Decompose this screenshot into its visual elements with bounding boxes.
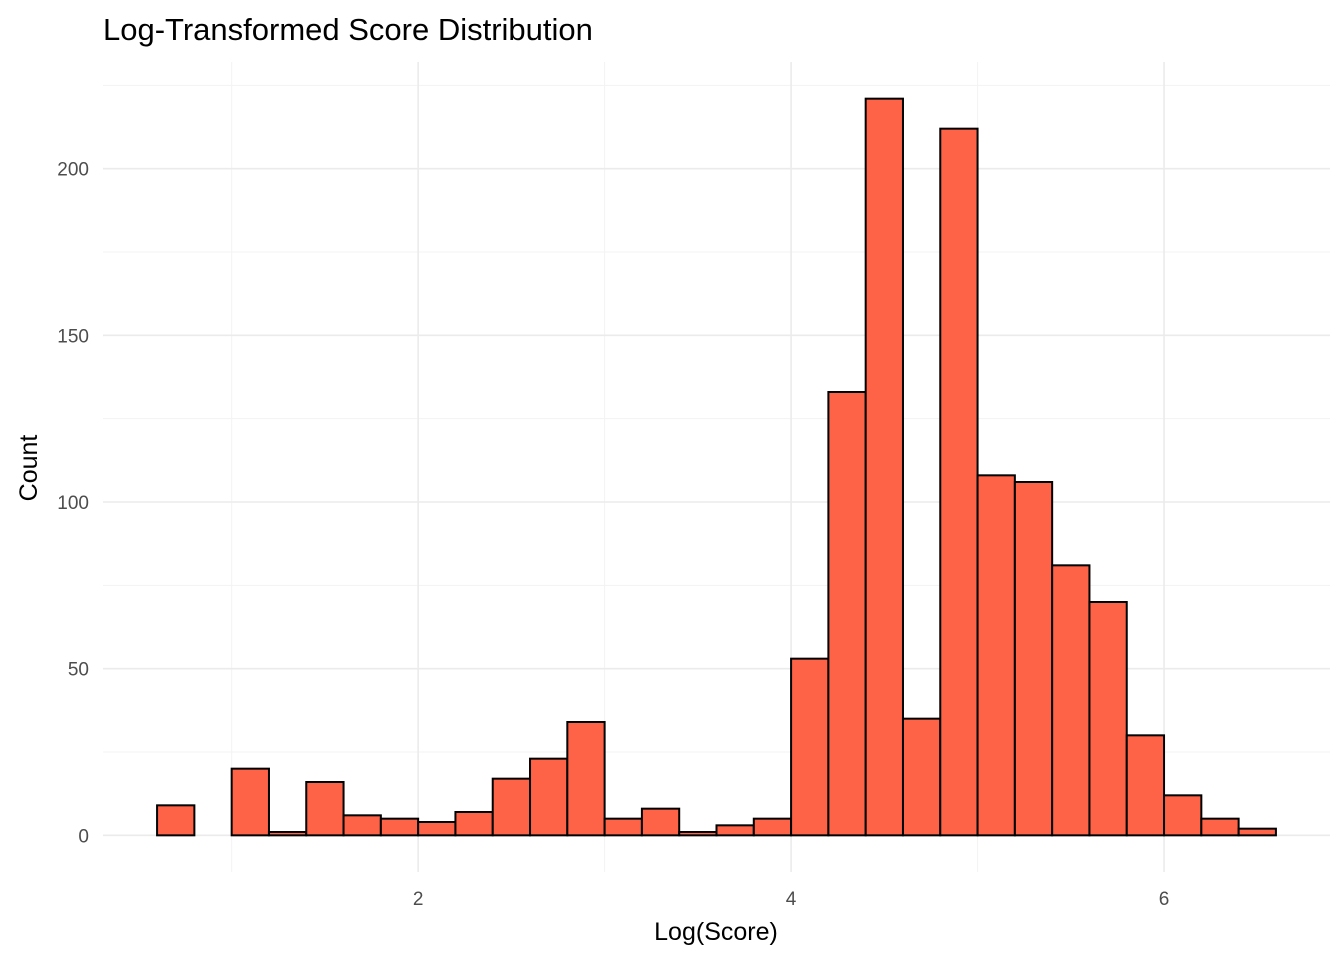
x-axis-ticks: 2 4 6 xyxy=(413,889,1169,910)
histogram-bar xyxy=(1163,794,1203,837)
histogram-bar xyxy=(566,721,606,837)
histogram-bar xyxy=(939,127,979,837)
histogram-bar xyxy=(156,804,196,837)
histogram-bar xyxy=(827,391,867,837)
histogram-bar xyxy=(454,811,494,837)
x-tick-label: 4 xyxy=(786,889,797,910)
histogram-bar xyxy=(678,831,718,837)
y-tick-label: 100 xyxy=(57,493,89,514)
y-tick-label: 50 xyxy=(68,660,89,681)
histogram-bar xyxy=(1013,481,1054,837)
histogram-bar xyxy=(752,817,793,837)
x-tick-label: 2 xyxy=(413,889,424,910)
histogram-bar xyxy=(342,814,382,837)
x-tick-label: 6 xyxy=(1159,889,1170,910)
y-tick-label: 0 xyxy=(78,826,89,847)
histogram-bar xyxy=(305,781,345,837)
histogram-bar xyxy=(379,817,420,837)
chart-title: Log-Transformed Score Distribution xyxy=(103,12,593,47)
y-tick-label: 200 xyxy=(57,160,89,181)
histogram-bar xyxy=(491,777,532,837)
histogram-bar xyxy=(1051,564,1091,837)
histogram-bar xyxy=(1200,817,1240,837)
histogram-bar xyxy=(267,831,308,837)
histogram-bar xyxy=(715,824,755,837)
histogram-bar xyxy=(230,767,270,837)
histogram-bar xyxy=(901,717,942,837)
histogram-bar xyxy=(1125,734,1166,837)
histogram-bar xyxy=(529,757,569,837)
y-axis-title: Count xyxy=(15,435,43,502)
histogram-bar xyxy=(864,97,904,837)
histogram-bar xyxy=(1088,601,1128,837)
y-tick-label: 150 xyxy=(57,326,89,347)
x-axis-title: Log(Score) xyxy=(654,918,778,946)
histogram-bar xyxy=(790,657,830,837)
histogram-bar xyxy=(1237,827,1277,837)
histogram-bar xyxy=(417,821,457,837)
histogram-bars xyxy=(156,97,1277,837)
histogram-bar xyxy=(976,474,1016,837)
histogram-bar xyxy=(640,807,681,837)
y-axis-ticks: 0 50 100 150 200 xyxy=(57,160,89,848)
histogram-bar xyxy=(603,817,643,837)
